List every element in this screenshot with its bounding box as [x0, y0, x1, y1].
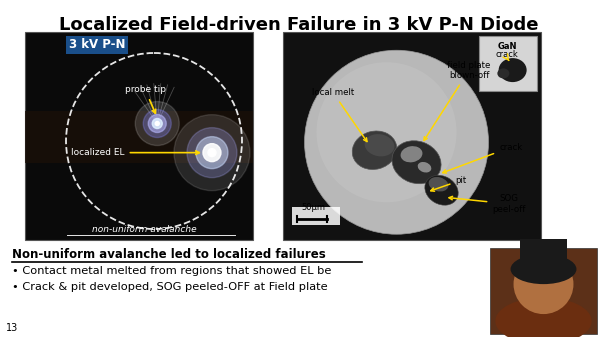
Text: crack: crack — [443, 143, 522, 173]
Ellipse shape — [495, 298, 592, 337]
Circle shape — [155, 122, 159, 125]
Ellipse shape — [418, 162, 431, 173]
Bar — [479, 36, 537, 91]
Circle shape — [513, 254, 573, 314]
Ellipse shape — [401, 146, 422, 162]
Ellipse shape — [510, 254, 576, 284]
Bar — [283, 32, 541, 240]
Circle shape — [187, 128, 237, 178]
Circle shape — [208, 149, 216, 157]
Text: field plate
blown-off: field plate blown-off — [424, 61, 491, 141]
Ellipse shape — [425, 175, 458, 205]
Text: SOG
peel-off: SOG peel-off — [449, 194, 526, 214]
Bar — [292, 207, 340, 225]
Circle shape — [203, 144, 221, 162]
Text: 50μm: 50μm — [301, 203, 325, 212]
Circle shape — [196, 136, 228, 168]
Circle shape — [135, 101, 179, 146]
Bar — [25, 111, 253, 163]
Text: localized EL: localized EL — [71, 148, 199, 157]
Text: crack: crack — [495, 50, 518, 59]
Circle shape — [152, 119, 162, 128]
Ellipse shape — [365, 134, 394, 156]
Circle shape — [148, 115, 167, 132]
Circle shape — [316, 62, 456, 202]
Text: Non-uniform avalanche led to localized failures: Non-uniform avalanche led to localized f… — [12, 248, 326, 261]
Text: 13: 13 — [6, 323, 18, 333]
Text: 3 kV P-N: 3 kV P-N — [69, 38, 125, 52]
Text: • Contact metal melted from regions that showed EL be: • Contact metal melted from regions that… — [12, 266, 331, 276]
Bar — [25, 32, 253, 240]
Ellipse shape — [352, 131, 397, 170]
Ellipse shape — [497, 68, 509, 79]
Text: • Crack & pit developed, SOG peeled-OFF at Field plate: • Crack & pit developed, SOG peeled-OFF … — [12, 282, 328, 292]
Text: Localized Field-driven Failure in 3 kV P-N Diode: Localized Field-driven Failure in 3 kV P… — [59, 16, 539, 34]
Ellipse shape — [429, 177, 448, 191]
Text: GaN: GaN — [497, 42, 517, 51]
Text: pit: pit — [431, 176, 467, 191]
Bar — [519, 239, 567, 272]
Text: non-uniform avalanche: non-uniform avalanche — [92, 225, 196, 235]
Bar — [490, 248, 597, 334]
Text: local melt: local melt — [312, 88, 367, 142]
Ellipse shape — [392, 141, 441, 184]
Circle shape — [304, 50, 489, 234]
Circle shape — [174, 115, 250, 191]
Ellipse shape — [498, 58, 527, 82]
Text: probe tip: probe tip — [125, 85, 166, 113]
Circle shape — [143, 110, 171, 137]
